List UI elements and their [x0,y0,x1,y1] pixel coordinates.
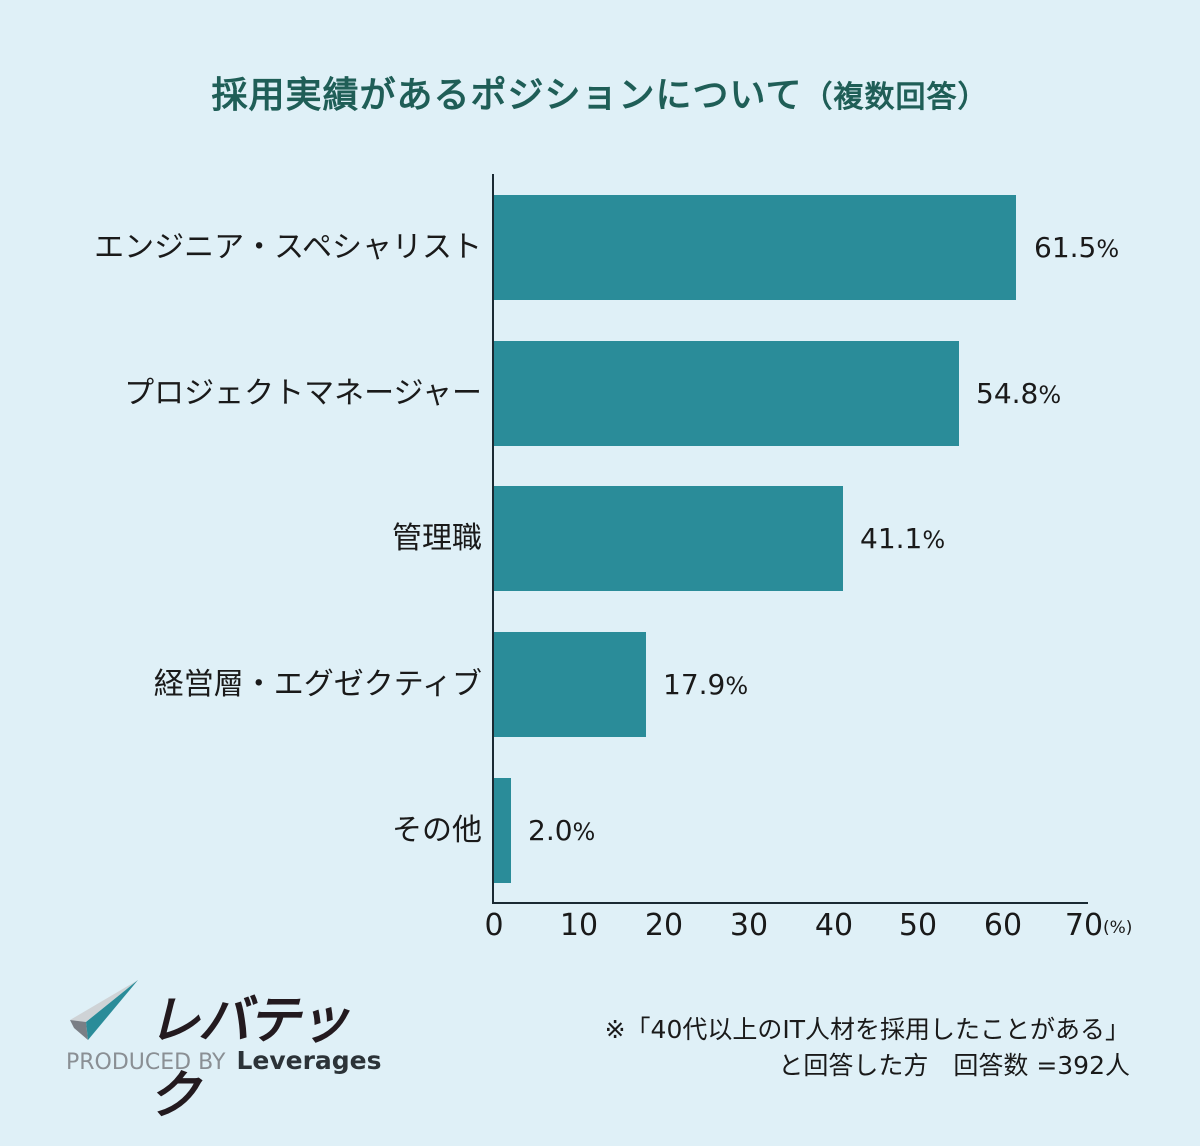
bar-row-manager: 管理職 41.1% [0,486,1200,591]
bar-label: 経営層・エグゼクティブ [153,667,482,702]
chart-title-main: 採用実績があるポジションについて [211,75,803,116]
bar-value: 17.9% [663,668,749,701]
bar-value: 61.5% [1034,231,1120,264]
survey-footnote: ※「40代以上のIT人材を採用したことがある」 と回答した方 回答数 =392人 [605,1012,1130,1084]
logo-mark-icon [70,980,138,1040]
x-tick: 20 [644,908,684,943]
x-tick: 40 [814,908,854,943]
x-tick: 50 [898,908,938,943]
x-tick: 70 [1064,908,1104,943]
bar [494,778,511,883]
produced-by-text: PRODUCED BY Leverages [66,1046,382,1075]
chart-title-sub: （複数回答） [802,80,989,115]
bar-value: 2.0% [528,814,596,847]
bar-row-other: その他 2.0% [0,778,1200,883]
x-tick: 10 [559,908,599,943]
x-axis-line [492,902,1088,904]
bar [494,341,959,446]
logo-wordmark: レバテック [148,991,350,1126]
bar [494,486,843,591]
chart-title: 採用実績があるポジションについて（複数回答） [0,66,1200,118]
bar-row-engineer: エンジニア・スペシャリスト 61.5% [0,195,1200,300]
x-tick: 60 [983,908,1023,943]
bar-label: プロジェクトマネージャー [124,376,482,411]
x-tick: 30 [729,908,769,943]
y-axis-line [492,174,494,904]
bar-row-executive: 経営層・エグゼクティブ 17.9% [0,632,1200,737]
bar-label: その他 [392,813,482,848]
bar-row-project-manager: プロジェクトマネージャー 54.8% [0,341,1200,446]
bar-label: 管理職 [392,521,482,556]
x-axis-unit: (%) [1103,918,1133,938]
bar [494,195,1016,300]
bar-value: 41.1% [860,522,946,555]
x-tick: 0 [484,908,504,943]
footnote-line-2: と回答した方 回答数 =392人 [778,1051,1130,1080]
footnote-line-1: ※「40代以上のIT人材を採用したことがある」 [604,1015,1130,1044]
bar-chart: エンジニア・スペシャリスト 61.5% プロジェクトマネージャー 54.8% 管… [0,174,1200,943]
bar-value: 54.8% [976,377,1062,410]
levtech-logo: レバテック PRODUCED BY Leverages [66,978,382,1126]
bar [494,632,646,737]
bar-label: エンジニア・スペシャリスト [94,230,482,265]
